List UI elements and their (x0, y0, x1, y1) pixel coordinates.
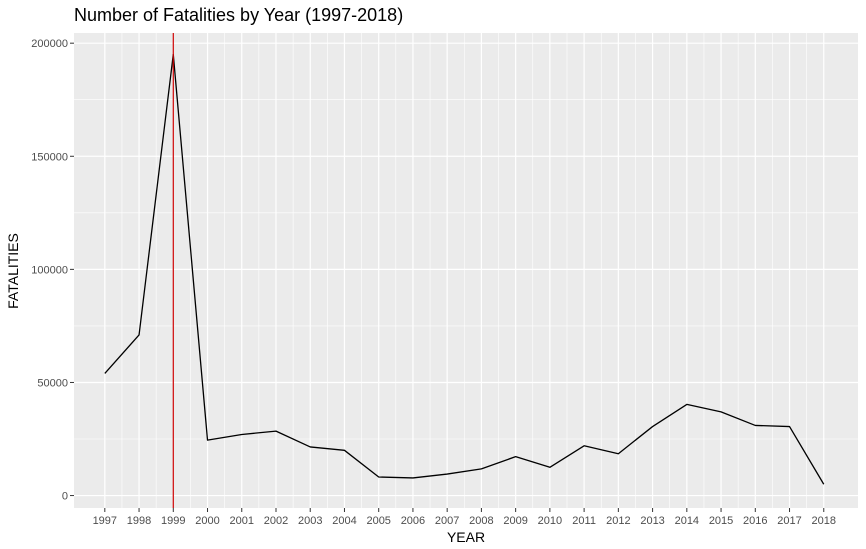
grid-minor (74, 33, 858, 508)
x-tick-label: 2007 (435, 515, 459, 527)
x-tick-label: 1997 (93, 515, 117, 527)
x-tick-label: 2011 (572, 515, 596, 527)
x-tick-label: 2008 (469, 515, 493, 527)
y-tick-label: 150000 (31, 151, 68, 163)
x-tick-label: 2000 (195, 515, 219, 527)
y-axis-title: FATALITIES (5, 233, 21, 309)
x-tick-label: 2001 (230, 515, 254, 527)
x-tick-label: 2015 (709, 515, 733, 527)
y-tick-label: 100000 (31, 264, 68, 276)
y-tick-label: 50000 (37, 377, 68, 389)
x-tick-label: 2013 (640, 515, 664, 527)
x-tick-label: 2012 (606, 515, 630, 527)
x-tick-label: 2016 (743, 515, 767, 527)
x-tick-label: 2017 (777, 515, 801, 527)
plot-panel (74, 33, 858, 508)
x-tick-label: 2014 (675, 515, 699, 527)
series-line-0 (104, 53, 825, 485)
x-tick-label: 2002 (264, 515, 288, 527)
x-tick-label: 2004 (332, 515, 356, 527)
y-tick-label: 0 (62, 491, 68, 503)
x-axis: 1997 1998 1999 2000 2001 2002 2003 2004 2005 2006… (93, 508, 836, 527)
x-tick-label: 2010 (538, 515, 562, 527)
x-tick-label: 2006 (401, 515, 425, 527)
x-tick-label: 2018 (812, 515, 836, 527)
x-tick-label: 2005 (366, 515, 390, 527)
x-tick-label: 1999 (161, 515, 185, 527)
series-layer (104, 53, 825, 485)
y-axis: 0 50000 100000 150000 200000 (31, 38, 74, 503)
y-tick-label: 200000 (31, 38, 68, 50)
x-tick-label: 2003 (298, 515, 322, 527)
grid-major (74, 33, 858, 508)
x-tick-label: 2009 (503, 515, 527, 527)
x-axis-title: YEAR (447, 529, 485, 545)
x-tick-label: 1998 (127, 515, 151, 527)
chart-title: Number of Fatalities by Year (1997-2018) (74, 5, 403, 25)
